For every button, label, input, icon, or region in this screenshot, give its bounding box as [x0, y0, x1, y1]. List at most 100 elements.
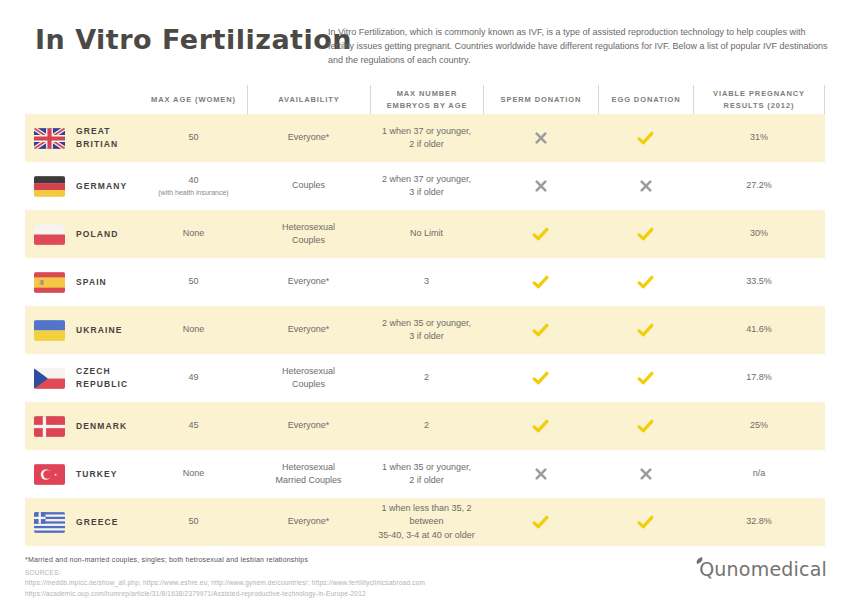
check-icon: [637, 275, 654, 289]
country-cell: GREECE: [25, 512, 140, 533]
egg-donation-cell: [598, 131, 693, 145]
max-age-value: 49: [188, 372, 198, 382]
egg-donation-cell: [598, 515, 693, 529]
availability-cell: Everyone*: [247, 515, 370, 529]
flag-spain-icon: [34, 272, 65, 293]
country-name: GREAT BRITIAN: [76, 125, 140, 151]
table-row-czech-republic: CZECH REPUBLIC49Heterosexual Couples217.…: [25, 354, 825, 402]
results-cell: 41.6%: [693, 323, 825, 337]
embryos-cell: 2 when 35 or younger, 3 if older: [370, 317, 483, 344]
max-age-value: None: [183, 228, 205, 238]
max-age-value: 50: [188, 516, 198, 526]
results-cell: 33.5%: [693, 275, 825, 289]
country-name: POLAND: [76, 228, 119, 241]
country-cell: GERMANY: [25, 176, 140, 197]
sources-line-2: https://academic.oup.com/humrep/article/…: [25, 589, 425, 599]
table-row-ukraine: UKRAINENoneEveryone*2 when 35 or younger…: [25, 306, 825, 354]
sperm-donation-cell: [483, 227, 598, 241]
country-name: TURKEY: [76, 468, 118, 481]
table-row-greece: GREECE 50 Everyone*1 when less than 35, 2 …: [25, 498, 825, 546]
egg-donation-cell: [598, 419, 693, 433]
country-cell: POLAND: [25, 224, 140, 245]
table-body: GREAT BRITIAN50Everyone*1 when 37 or you…: [25, 114, 825, 546]
embryos-cell: 1 when less than 35, 2 between 35-40, 3-…: [370, 502, 483, 543]
check-icon: [637, 323, 654, 337]
sperm-donation-cell: [483, 371, 598, 385]
country-name: SPAIN: [76, 276, 107, 289]
availability-cell: Everyone*: [247, 275, 370, 289]
max-age-cell: 50: [140, 515, 247, 529]
cross-icon: [640, 468, 652, 480]
max-age-note: (with health insurance): [140, 188, 247, 199]
availability-cell: Heterosexual Couples: [247, 221, 370, 248]
table-row-germany: GERMANY40(with health insurance)Couples2…: [25, 162, 825, 210]
max-age-cell: 40 (with health insurance): [140, 174, 247, 199]
results-cell: 25%: [693, 419, 825, 433]
egg-donation-cell: [598, 323, 693, 337]
country-cell: CZECH REPUBLIC: [25, 365, 140, 391]
column-header-egg-donation: EGG DONATION: [598, 85, 693, 114]
max-age-value: 50: [188, 132, 198, 142]
max-age-cell: 50: [140, 275, 247, 289]
sources-line-1: https://meddb.mpicc.de/show_all.php; htt…: [25, 578, 425, 588]
egg-donation-cell: [598, 227, 693, 241]
check-icon: [637, 371, 654, 385]
country-cell: DENMARK: [25, 416, 140, 437]
availability-cell: Heterosexual Couples: [247, 365, 370, 392]
country-name: UKRAINE: [76, 324, 122, 337]
max-age-cell: None: [140, 467, 247, 481]
embryos-cell: 2 when 37 or younger, 3 if older: [370, 173, 483, 200]
cross-icon: [535, 132, 547, 144]
flag-germany-icon: [34, 176, 65, 197]
availability-cell: Heterosexual Married Couples: [247, 461, 370, 488]
table-row-poland: POLANDNoneHeterosexual CouplesNo Limit30…: [25, 210, 825, 258]
column-header-availability: AVAILABILITY: [247, 85, 370, 114]
intro-text: In Vitro Fertilization, which is commonl…: [328, 26, 833, 68]
max-age-cell: None: [140, 227, 247, 241]
max-age-value: None: [183, 324, 205, 334]
table-row-denmark: DENMARK45Everyone*225%: [25, 402, 825, 450]
check-icon: [532, 275, 549, 289]
max-age-cell: 45: [140, 419, 247, 433]
sperm-donation-cell: [483, 131, 598, 145]
table-row-great-britain: GREAT BRITIAN 50 Everyone*1 when 37 or you…: [25, 114, 825, 162]
check-icon: [637, 515, 654, 529]
flag-ukraine-icon: [34, 320, 65, 341]
max-age-value: 50: [188, 276, 198, 286]
egg-donation-cell: [598, 275, 693, 289]
embryos-cell: 1 when 37 or younger, 2 if older: [370, 125, 483, 152]
max-age-value: 40: [188, 175, 198, 185]
flag-poland-icon: [34, 224, 65, 245]
check-icon: [637, 419, 654, 433]
availability-cell: Everyone*: [247, 419, 370, 433]
column-header-max-embryos: MAX NUMBER EMBRYOS BY AGE: [370, 85, 483, 114]
availability-cell: Everyone*: [247, 131, 370, 145]
max-age-cell: 50: [140, 131, 247, 145]
max-age-value: None: [183, 468, 205, 478]
results-cell: 32.8%: [693, 515, 825, 529]
cross-icon: [640, 180, 652, 192]
results-cell: n/a: [693, 467, 825, 481]
embryos-cell: 1 when 35 or younger, 2 if older: [370, 461, 483, 488]
country-name: GERMANY: [76, 180, 127, 193]
embryos-cell: 2: [370, 371, 483, 385]
column-header-results: VIABLE PREGNANCY RESULTS (2012): [693, 85, 825, 114]
table-row-spain: SPAIN50Everyone*333.5%: [25, 258, 825, 306]
sperm-donation-cell: [483, 179, 598, 193]
country-name: GREECE: [76, 516, 119, 529]
results-cell: 27.2%: [693, 179, 825, 193]
egg-donation-cell: [598, 179, 693, 193]
embryos-cell: No Limit: [370, 227, 483, 241]
availability-cell: Couples: [247, 179, 370, 193]
flag-turkey-icon: [34, 464, 65, 485]
sperm-donation-cell: [483, 275, 598, 289]
page-title: In Vitro Fertilization: [35, 24, 352, 55]
max-age-cell: 49: [140, 371, 247, 385]
country-cell: SPAIN: [25, 272, 140, 293]
logo-text: Qunomedical: [699, 558, 827, 580]
column-header-country: [25, 85, 140, 114]
check-icon: [532, 227, 549, 241]
check-icon: [532, 371, 549, 385]
country-cell: UKRAINE: [25, 320, 140, 341]
sources: SOURCES: https://meddb.mpicc.de/show_all…: [25, 568, 425, 599]
